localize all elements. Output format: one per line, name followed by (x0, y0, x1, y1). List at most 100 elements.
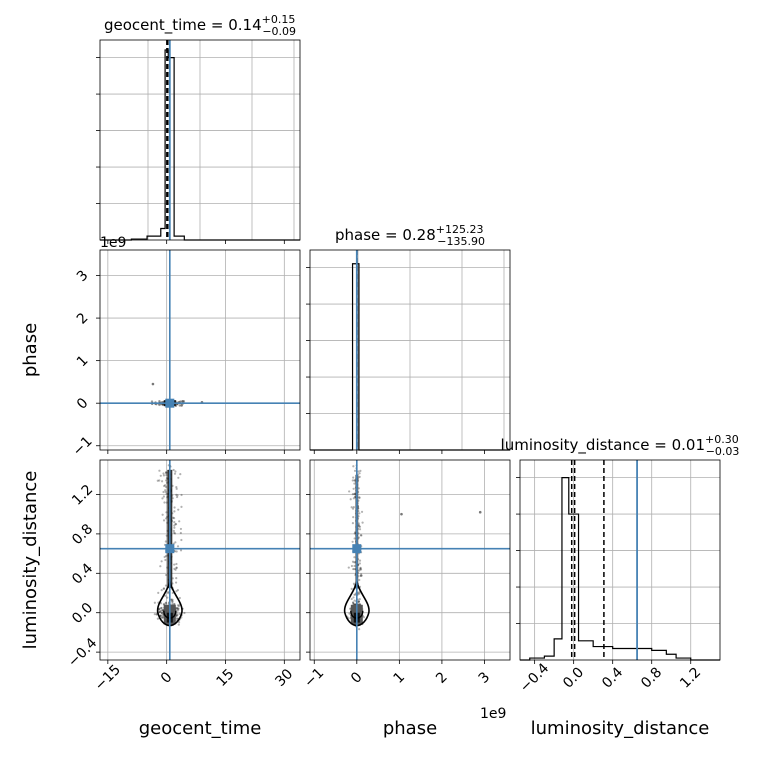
scatter-point (176, 607, 179, 610)
scatter-point (160, 606, 163, 610)
scatter-point (352, 582, 356, 585)
scatter-point (164, 602, 168, 605)
scatter-point (174, 470, 177, 473)
panel-2-1-xtick-label-3: 2 (433, 669, 451, 687)
scatter-point (358, 512, 361, 515)
panel-0-0-title: geocent_time = 0.14+0.15 −0.09 (104, 13, 296, 38)
panel-2-1-offset-text: 1e9 (480, 706, 506, 722)
scatter-point (179, 531, 182, 535)
scatter-point (173, 506, 176, 509)
scatter-point (161, 612, 164, 615)
panel-2-2-frame (519, 459, 721, 661)
scatter-point (173, 602, 176, 606)
scatter-point (353, 599, 356, 602)
panel-1-0-ytick-label-0: −1 (70, 433, 96, 459)
scatter-point (350, 564, 354, 568)
scatter-point (156, 617, 159, 620)
scatter-point (175, 487, 178, 490)
scatter-point (180, 538, 183, 542)
panel-0-0-frame (99, 39, 301, 241)
scatter-point (164, 558, 167, 562)
scatter-point (357, 591, 360, 594)
scatter-point (158, 610, 161, 614)
scatter-point (175, 577, 178, 580)
scatter-point (171, 600, 174, 603)
scatter-point (164, 485, 168, 489)
scatter-point (161, 616, 164, 619)
scatter-point (350, 597, 353, 601)
scatter-point (165, 511, 168, 514)
scatter-point (163, 501, 166, 504)
scatter-point (358, 496, 361, 499)
scatter-point (160, 611, 163, 614)
scatter-point (172, 468, 175, 472)
scatter-point (171, 598, 174, 601)
scatter-point (358, 578, 361, 582)
scatter-point (175, 485, 178, 489)
scatter-point (153, 601, 156, 604)
panel-2-0-ytick-label-4: 1.2 (69, 482, 96, 509)
scatter-point (159, 565, 162, 568)
scatter-point (173, 526, 176, 529)
scatter-point (177, 476, 180, 479)
scatter-point (359, 568, 362, 571)
scatter-point (353, 492, 356, 495)
scatter-point (161, 513, 164, 516)
scatter-point (176, 589, 179, 592)
scatter-point (164, 540, 167, 543)
scatter-point (352, 476, 355, 479)
panel-2-1-xtick-label-0: −1 (301, 665, 327, 691)
scatter-point (173, 510, 176, 513)
scatter-point (176, 604, 180, 607)
scatter-point (353, 537, 356, 540)
panel-2-0-xtick-label-1: 0 (158, 669, 176, 687)
scatter-point (351, 521, 354, 525)
panel-1-0-ytick-label-4: 3 (74, 267, 92, 285)
scatter-point (167, 590, 170, 594)
scatter-point (352, 601, 355, 604)
scatter-point (162, 495, 165, 498)
panel-1-0-outlier-0 (151, 382, 155, 386)
scatter-point (350, 506, 353, 509)
scatter-point (164, 471, 168, 474)
scatter-point (176, 545, 180, 548)
scatter-point (177, 621, 181, 624)
scatter-point (156, 479, 159, 482)
scatter-point (357, 600, 360, 603)
scatter-point (353, 561, 356, 564)
scatter-point (353, 482, 356, 485)
scatter-point (165, 471, 168, 474)
scatter-point (359, 469, 362, 472)
scatter-point (350, 587, 353, 591)
panel-2-1-xtick-label-2: 1 (391, 669, 409, 687)
scatter-point (167, 592, 170, 595)
scatter-point (160, 616, 163, 619)
scatter-point (178, 404, 181, 407)
scatter-point (358, 475, 361, 479)
scatter-point (162, 490, 165, 494)
scatter-point (357, 470, 360, 473)
scatter-point (352, 603, 355, 606)
scatter-point (360, 534, 363, 537)
scatter-point (176, 494, 179, 497)
panel-2-0-ytick-label-1: 0.0 (69, 600, 96, 627)
scatter-point (165, 501, 168, 504)
scatter-point (351, 540, 354, 543)
scatter-point (165, 479, 168, 482)
scatter-point (175, 617, 179, 620)
panel-2-0-xlabel: geocent_time (139, 718, 262, 739)
scatter-point (351, 479, 354, 482)
scatter-point (159, 609, 163, 612)
scatter-point (183, 611, 186, 615)
panel-1-0-truth-marker (165, 398, 175, 408)
scatter-point (351, 507, 355, 510)
scatter-point (358, 627, 361, 631)
scatter-point (165, 474, 168, 477)
scatter-point (353, 556, 356, 559)
panel-1-1-frame (309, 249, 511, 451)
scatter-point (360, 574, 363, 577)
scatter-point (172, 529, 175, 532)
scatter-point (164, 489, 167, 492)
scatter-point (164, 554, 168, 558)
